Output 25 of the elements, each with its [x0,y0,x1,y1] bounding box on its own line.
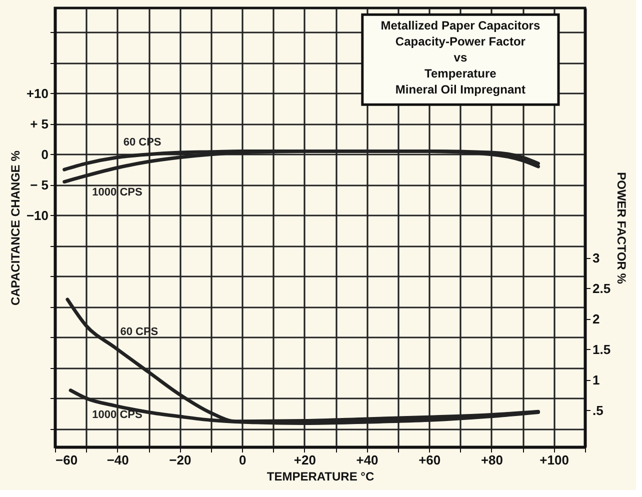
x-tick-label: +60 [418,452,441,468]
y2-tick-label: 2.5 [592,280,611,296]
y2-tick-label: 1 [592,372,600,388]
y-tick-label: + 5 [30,116,48,132]
x-tick-label: −40 [106,452,129,468]
series-label: 1000 CPS [92,186,142,199]
y-tick-label: +10 [26,86,48,101]
x-tick-label: +100 [540,452,569,468]
y2-tick-label: .5 [592,402,604,418]
y2-tick-label: 3 [592,250,600,266]
x-axis-title: TEMPERATURE °C [266,470,374,484]
y-axis-title: CAPACITANCE CHANGE % [8,150,22,306]
x-tick-label: +40 [356,452,378,468]
x-tick-label: −20 [169,452,192,468]
y-tick-label: −10 [26,208,48,223]
x-tick-label: +80 [480,452,503,468]
y-tick-label: 0 [41,146,48,162]
x-tick-label: +20 [294,452,316,468]
y2-tick-label: 1.5 [592,342,611,357]
text: Metallized Paper Capacitors Capacity-Power Factor vs Temperature Mineral Oil Impregnant [380,18,540,97]
y-tick-label: − 5 [30,177,48,192]
x-tick-label: 0 [238,452,246,468]
y2-tick-label: 2 [592,311,600,326]
y2-axis-title: POWER FACTOR % [614,172,629,284]
x-tick-label: −60 [56,452,78,468]
